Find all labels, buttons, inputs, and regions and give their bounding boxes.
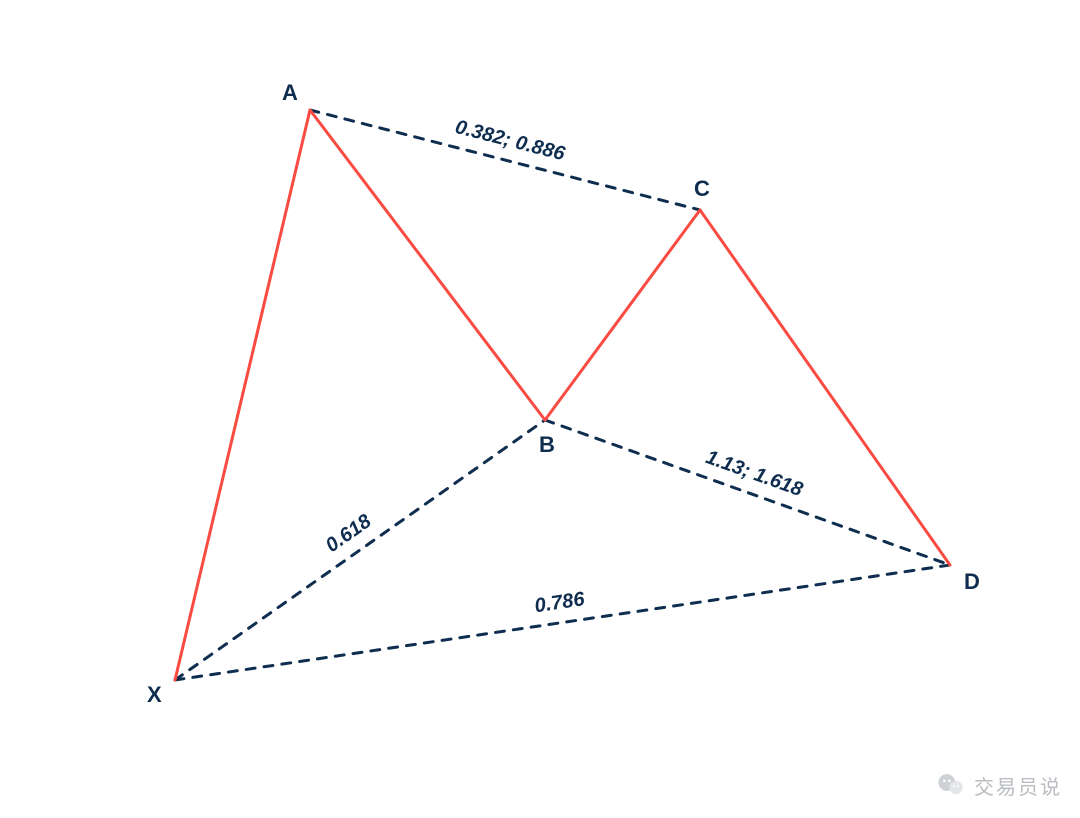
node-label-c: C [694, 176, 710, 201]
edge-ratio-label: 0.618 [322, 510, 376, 557]
node-label-d: D [964, 569, 980, 594]
edge-ratio-label: 0.382; 0.886 [453, 116, 568, 165]
gartley-pattern-diagram: 0.382; 0.886 1.13; 1.618 0.618 0.786 X A B C D [0, 0, 1080, 818]
edge-ratio-label: 0.786 [533, 588, 587, 617]
edge-ratio-label: 1.13; 1.618 [703, 446, 807, 501]
watermark: 交易员说 [936, 770, 1062, 800]
node-label-x: X [147, 682, 162, 707]
node-label-b: B [539, 432, 555, 457]
watermark-text: 交易员说 [974, 771, 1062, 800]
node-label-a: A [282, 80, 298, 105]
wechat-icon [936, 770, 966, 800]
diagram-canvas: 0.382; 0.886 1.13; 1.618 0.618 0.786 X A B C D 交… [0, 0, 1080, 818]
